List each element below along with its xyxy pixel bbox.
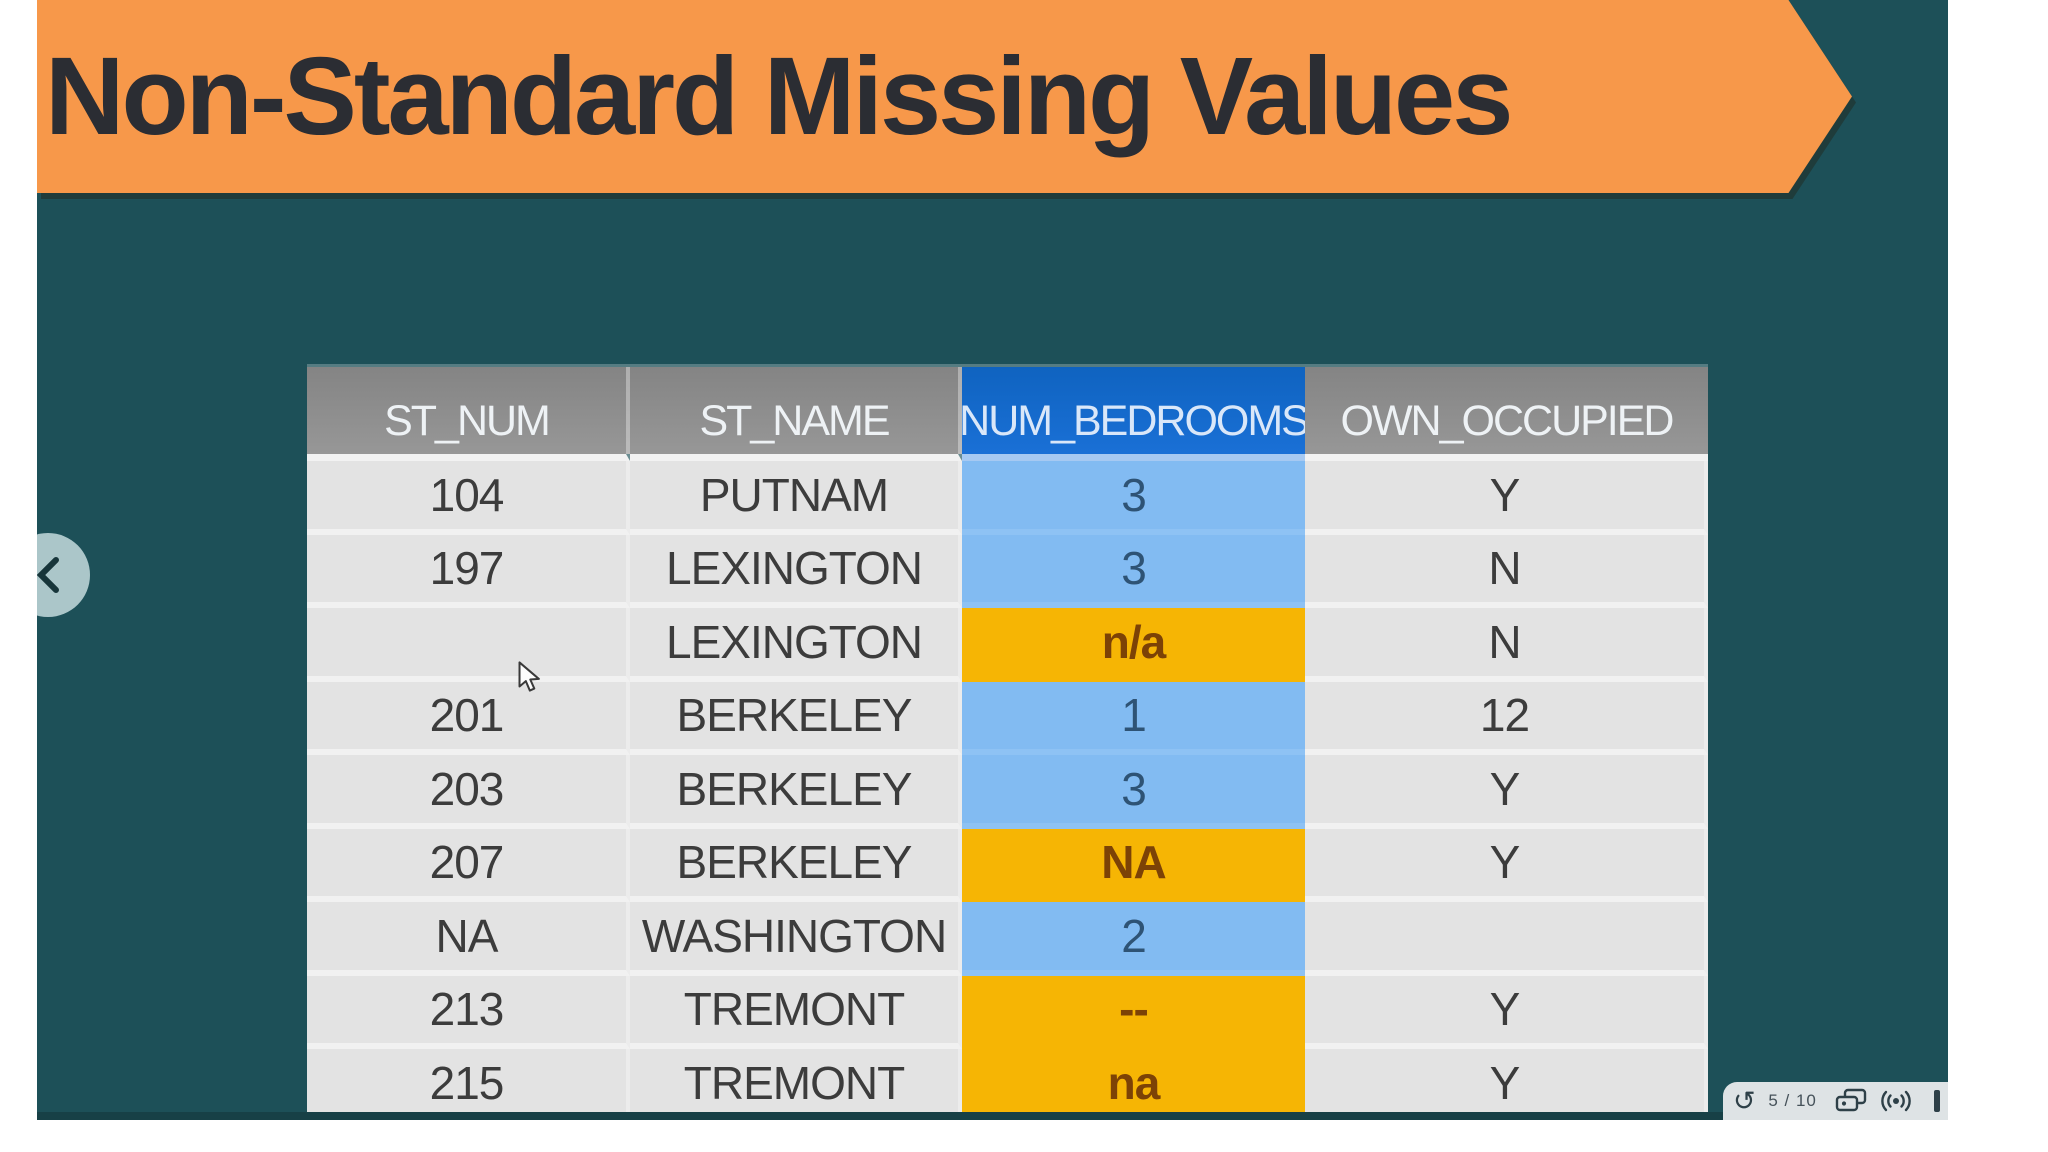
- flashcards-button[interactable]: [1834, 1088, 1868, 1114]
- table-cell: 3: [962, 755, 1305, 829]
- table-cell: --: [962, 975, 1305, 1049]
- table-cell: 3: [962, 534, 1305, 608]
- table-cell: 12: [1305, 681, 1708, 755]
- table-header-row: ST_NUM ST_NAME NUM_BEDROOMS OWN_OCCUPIED: [307, 367, 1708, 461]
- table-cell: N: [1305, 534, 1708, 608]
- table-cell: Y: [1305, 755, 1708, 829]
- table-cell: LEXINGTON: [630, 534, 962, 608]
- mouse-cursor: [518, 661, 540, 692]
- table-cell: [307, 608, 630, 682]
- flashcards-icon: [1835, 1088, 1866, 1112]
- table-cell: 203: [307, 755, 630, 829]
- table-row: NA WASHINGTON 2: [307, 902, 1708, 976]
- table-cell: Y: [1305, 828, 1708, 902]
- table-cell: BERKELEY: [630, 828, 962, 902]
- table-cell: 215: [307, 1049, 630, 1112]
- table-row: 213 TREMONT -- Y: [307, 975, 1708, 1049]
- column-header: ST_NUM: [307, 367, 630, 461]
- column-header: ST_NAME: [630, 367, 962, 461]
- table-cell: NA: [307, 902, 630, 976]
- card-counter: 5 / 10: [1768, 1091, 1817, 1110]
- table-cell: 197: [307, 534, 630, 608]
- table-cell: PUTNAM: [630, 461, 962, 535]
- table-body: 104 PUTNAM 3 Y 197 LEXINGTON 3 N LEXINGTON n/a N 20…: [307, 461, 1708, 1112]
- table-row: 203 BERKELEY 3 Y: [307, 755, 1708, 829]
- table-cell: 201: [307, 681, 630, 755]
- chevron-left-icon: [37, 557, 59, 593]
- table-cell: Y: [1305, 461, 1708, 535]
- table-cell: 213: [307, 975, 630, 1049]
- table-cell: [1305, 902, 1708, 976]
- table-cell: 1: [962, 681, 1305, 755]
- table-cell: 2: [962, 902, 1305, 976]
- table-row: 197 LEXINGTON 3 N: [307, 534, 1708, 608]
- audio-broadcast-button[interactable]: [1880, 1088, 1912, 1114]
- table-cell: TREMONT: [630, 975, 962, 1049]
- table-cell: na: [962, 1049, 1305, 1112]
- clipped-icon[interactable]: [1933, 1090, 1940, 1112]
- table-cell: Y: [1305, 975, 1708, 1049]
- table-cell: WASHINGTON: [630, 902, 962, 976]
- table-cell: 104: [307, 461, 630, 535]
- table-cell: LEXINGTON: [630, 608, 962, 682]
- table-cell: n/a: [962, 608, 1305, 682]
- table-cell: 207: [307, 828, 630, 902]
- audio-broadcast-icon: [1880, 1090, 1911, 1112]
- table-row: 207 BERKELEY NA Y: [307, 828, 1708, 902]
- table-cell: BERKELEY: [630, 681, 962, 755]
- data-table: ST_NUM ST_NAME NUM_BEDROOMS OWN_OCCUPIED 10…: [307, 364, 1708, 1112]
- column-header: NUM_BEDROOMS: [959, 367, 1310, 461]
- player-controls: ↺ 5 / 10: [1723, 1082, 1948, 1120]
- table-cell: NA: [962, 828, 1305, 902]
- table-row: 104 PUTNAM 3 Y: [307, 461, 1708, 535]
- table-cell: Y: [1305, 1049, 1708, 1112]
- table-row: 215 TREMONT na Y: [307, 1049, 1708, 1112]
- replay-icon[interactable]: ↺: [1733, 1085, 1756, 1116]
- table-cell: N: [1305, 608, 1708, 682]
- slide-title: Non-Standard Missing Values: [45, 35, 1513, 158]
- table-row: 201 BERKELEY 1 12: [307, 681, 1708, 755]
- table-row: LEXINGTON n/a N: [307, 608, 1708, 682]
- slide-video-frame: Non-Standard Missing Values ST_NUM ST_NAM…: [37, 0, 1948, 1120]
- title-banner: Non-Standard Missing Values: [37, 0, 1852, 193]
- table-cell: 3: [962, 461, 1305, 535]
- column-header: OWN_OCCUPIED: [1305, 367, 1708, 461]
- table-cell: BERKELEY: [630, 755, 962, 829]
- previous-card-button[interactable]: [37, 533, 90, 617]
- table-cell: TREMONT: [630, 1049, 962, 1112]
